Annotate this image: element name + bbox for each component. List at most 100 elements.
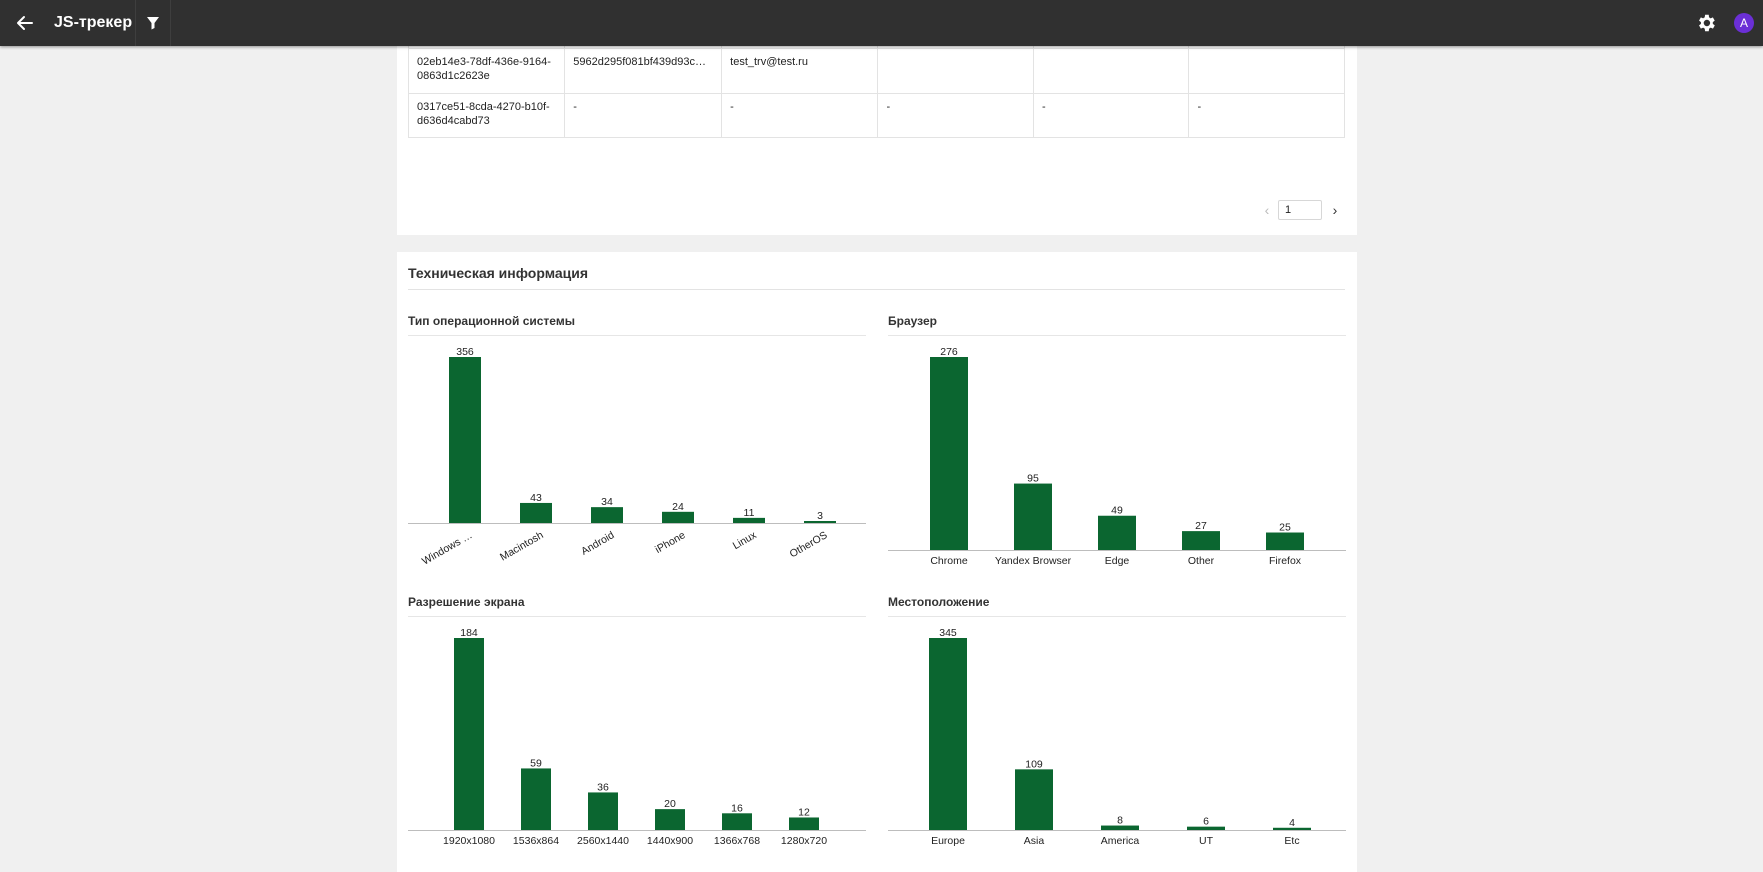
arrow-left-icon[interactable]	[10, 8, 40, 38]
bar[interactable]	[1098, 515, 1136, 550]
data-label: 184	[460, 627, 478, 639]
bar[interactable]	[1273, 827, 1311, 830]
chevron-left-icon[interactable]: ‹	[1264, 202, 1270, 218]
table-cell: test_trv@test.ru	[721, 48, 879, 94]
resolution-chart: 184 1920x1080 59 1536x864 36 2560x1440 20 1440x…	[408, 627, 866, 847]
tick-label: 1440x900	[647, 835, 693, 847]
table-cell: 02eb14e3-78df-436e-9164-0863d1c2623e	[407, 48, 566, 94]
data-label: 43	[530, 492, 542, 504]
tick-label: Other	[1188, 555, 1215, 567]
table-cell: -	[1032, 93, 1190, 138]
table-row[interactable]: 02eb14e3-78df-436e-9164-0863d1c2623e 596…	[407, 48, 1345, 94]
table-cell: 5962d295f081bf439d93c…	[564, 48, 723, 94]
data-label: 8	[1117, 815, 1123, 827]
data-label: 20	[664, 798, 676, 810]
tick-label: 1280x720	[781, 835, 827, 847]
bar[interactable]	[1182, 531, 1220, 550]
bar[interactable]	[662, 511, 694, 523]
table-cell	[877, 48, 1034, 94]
gear-icon[interactable]	[1695, 12, 1717, 34]
bar[interactable]	[520, 502, 552, 523]
location-chart: 345 Europe 109 Asia 8 America 6 UT 4 Etc	[888, 627, 1346, 847]
bar[interactable]	[521, 768, 551, 830]
tick-label: Europe	[931, 835, 965, 847]
data-label: 49	[1111, 505, 1123, 517]
bar[interactable]	[588, 792, 618, 830]
table-row[interactable]: 0317ce51-8cda-4270-b10f-d636d4cabd73 - -…	[407, 93, 1345, 138]
tick-label: UT	[1199, 835, 1214, 847]
bar[interactable]	[789, 817, 819, 830]
users-table-card: 2181270200ef4 02eb14e3-78df-436e-9164-08…	[397, 30, 1357, 235]
bar[interactable]	[1014, 483, 1052, 550]
page-number-input[interactable]	[1278, 200, 1322, 220]
data-label: 12	[798, 806, 810, 818]
data-label: 34	[601, 496, 613, 508]
bar[interactable]	[591, 507, 623, 523]
tick-label: Macintosh	[498, 529, 546, 563]
tick-label: 2560x1440	[577, 835, 629, 847]
data-label: 3	[817, 510, 823, 522]
table-cell	[1188, 48, 1345, 94]
table-cell: -	[721, 93, 879, 138]
tick-label: Linux	[731, 529, 759, 552]
tick-label: iPhone	[653, 529, 687, 556]
tick-label: Yandex Browser	[995, 555, 1072, 567]
data-label: 4	[1289, 817, 1295, 829]
data-label: 345	[939, 627, 957, 639]
tick-label: OtherOS	[788, 529, 830, 560]
bar[interactable]	[1101, 825, 1139, 830]
chart-title: Разрешение экрана	[408, 595, 866, 617]
divider	[170, 0, 171, 46]
bar[interactable]	[1266, 532, 1304, 550]
chart-title: Местоположение	[888, 595, 1346, 617]
data-label: 95	[1027, 473, 1039, 485]
bar[interactable]	[804, 521, 836, 523]
section-title: Техническая информация	[408, 265, 1345, 290]
bar[interactable]	[929, 638, 967, 830]
tick-label: Firefox	[1269, 555, 1302, 567]
tech-info-card: Техническая информация Тип операционной …	[397, 252, 1357, 872]
tick-label: Android	[579, 529, 616, 558]
tick-label: 1366x768	[714, 835, 760, 847]
os-chart: 356 Windows … 43 Macintosh 34 Android 24 iPhone…	[408, 346, 866, 568]
app-title: JS-трекер	[54, 14, 133, 31]
bar[interactable]	[930, 357, 968, 550]
divider	[135, 0, 136, 46]
data-label: 356	[456, 346, 474, 358]
data-label: 16	[731, 802, 743, 814]
os-chart-panel: Тип операционной системы 356 Windows … 43 M…	[408, 314, 866, 568]
data-label: 276	[940, 346, 958, 358]
bar[interactable]	[722, 813, 752, 830]
bar[interactable]	[454, 638, 484, 830]
browser-chart-panel: Браузер 276 Chrome 95 Yandex Browser 49 Edge 2…	[888, 314, 1346, 567]
bar[interactable]	[1187, 826, 1225, 830]
chart-title: Браузер	[888, 314, 1346, 336]
table-cell	[1032, 48, 1190, 94]
data-label: 24	[672, 501, 684, 513]
tick-label: Asia	[1024, 835, 1045, 847]
table-cell: -	[1188, 93, 1345, 138]
bar[interactable]	[1015, 769, 1053, 830]
filter-icon[interactable]	[142, 12, 164, 34]
tick-label: 1536x864	[513, 835, 559, 847]
data-label: 25	[1279, 522, 1291, 534]
bar[interactable]	[449, 357, 481, 523]
bar[interactable]	[733, 517, 765, 523]
tick-label: Windows …	[420, 529, 475, 567]
tick-label: Etc	[1284, 835, 1299, 847]
tick-label: Edge	[1105, 555, 1130, 567]
tick-label: America	[1101, 835, 1140, 847]
table-cell: -	[564, 93, 723, 138]
chevron-right-icon[interactable]: ›	[1332, 202, 1338, 218]
users-table: 2181270200ef4 02eb14e3-78df-436e-9164-08…	[407, 30, 1345, 138]
tick-label: Chrome	[930, 555, 968, 567]
tick-label: 1920x1080	[443, 835, 495, 847]
location-chart-panel: Местоположение 345 Europe 109 Asia 8 America 6…	[888, 595, 1346, 847]
data-label: 36	[597, 781, 609, 793]
data-label: 11	[744, 507, 755, 519]
top-app-bar: JS-трекер A	[0, 0, 1763, 46]
avatar[interactable]: A	[1734, 13, 1754, 33]
resolution-chart-panel: Разрешение экрана 184 1920x1080 59 1536x864…	[408, 595, 866, 847]
bar[interactable]	[655, 809, 685, 830]
table-cell: 0317ce51-8cda-4270-b10f-d636d4cabd73	[407, 93, 566, 138]
